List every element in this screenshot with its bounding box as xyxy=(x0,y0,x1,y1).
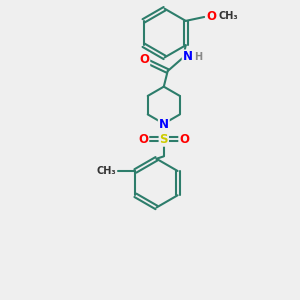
Text: CH₃: CH₃ xyxy=(96,166,116,176)
Text: O: O xyxy=(206,10,216,22)
Text: N: N xyxy=(183,50,193,63)
Text: N: N xyxy=(159,118,169,131)
Text: O: O xyxy=(138,133,148,146)
Text: S: S xyxy=(160,133,168,146)
Text: CH₃: CH₃ xyxy=(219,11,238,22)
Text: O: O xyxy=(139,53,149,66)
Text: H: H xyxy=(194,52,202,62)
Text: O: O xyxy=(179,133,189,146)
